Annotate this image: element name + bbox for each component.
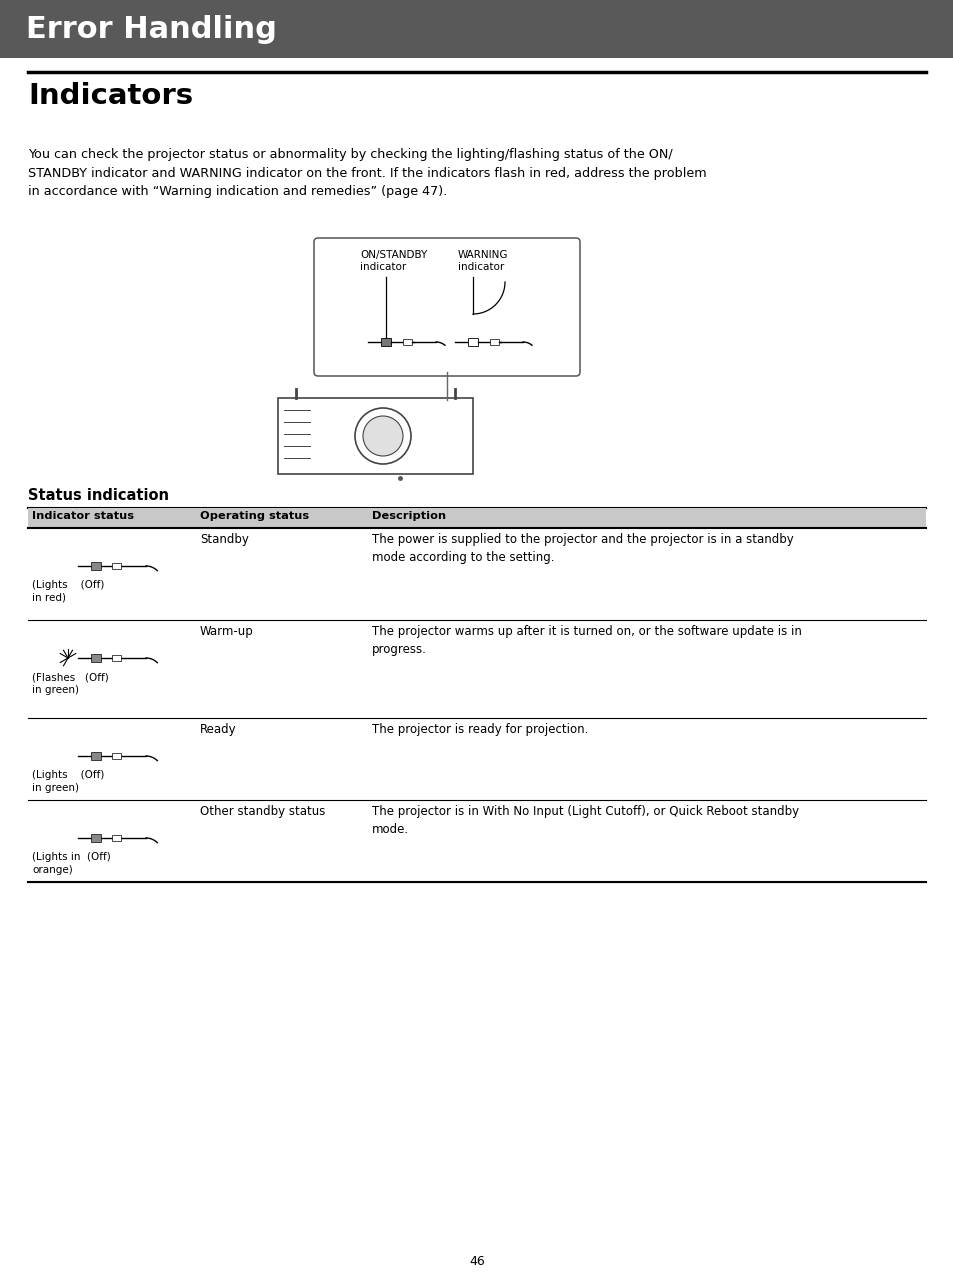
Text: The projector is ready for projection.: The projector is ready for projection. <box>372 724 588 736</box>
Text: Ready: Ready <box>200 724 236 736</box>
Text: (Lights in  (Off): (Lights in (Off) <box>32 852 111 862</box>
Bar <box>0 0 953 59</box>
Bar <box>112 753 121 759</box>
Text: Standby: Standby <box>200 533 249 547</box>
Text: WARNING: WARNING <box>457 250 508 260</box>
Text: You can check the projector status or abnormality by checking the lighting/flash: You can check the projector status or ab… <box>28 148 706 197</box>
Text: Description: Description <box>372 511 446 521</box>
Text: ON/STANDBY: ON/STANDBY <box>359 250 427 260</box>
Bar <box>112 563 121 569</box>
Bar <box>28 508 925 527</box>
Text: orange): orange) <box>32 865 72 875</box>
Bar <box>490 339 498 345</box>
Text: in red): in red) <box>32 592 66 603</box>
Bar <box>112 655 121 661</box>
Text: (Lights    (Off): (Lights (Off) <box>32 769 104 780</box>
Bar <box>402 339 412 345</box>
Text: 46: 46 <box>469 1255 484 1268</box>
Bar <box>91 834 101 842</box>
Text: Warm-up: Warm-up <box>200 626 253 638</box>
Text: The projector is in With No Input (Light Cutoff), or Quick Reboot standby
mode.: The projector is in With No Input (Light… <box>372 805 799 836</box>
FancyBboxPatch shape <box>314 238 579 376</box>
Text: Other standby status: Other standby status <box>200 805 325 818</box>
Text: in green): in green) <box>32 685 79 696</box>
Bar <box>91 562 101 569</box>
Text: Status indication: Status indication <box>28 488 169 503</box>
Text: (Flashes   (Off): (Flashes (Off) <box>32 671 109 682</box>
Text: The projector warms up after it is turned on, or the software update is in
progr: The projector warms up after it is turne… <box>372 626 801 656</box>
Text: Indicators: Indicators <box>28 82 193 110</box>
Text: indicator: indicator <box>359 262 406 273</box>
Bar <box>91 654 101 662</box>
Text: The power is supplied to the projector and the projector is in a standby
mode ac: The power is supplied to the projector a… <box>372 533 793 564</box>
Text: in green): in green) <box>32 784 79 792</box>
Bar <box>277 397 473 474</box>
Text: Operating status: Operating status <box>200 511 309 521</box>
Bar <box>468 338 477 347</box>
Circle shape <box>363 417 402 456</box>
Bar <box>380 338 391 347</box>
Text: (Lights    (Off): (Lights (Off) <box>32 580 104 590</box>
Text: indicator: indicator <box>457 262 504 273</box>
Text: Indicator status: Indicator status <box>32 511 133 521</box>
Circle shape <box>355 408 411 464</box>
Bar <box>91 752 101 761</box>
Bar <box>112 834 121 841</box>
Text: Error Handling: Error Handling <box>26 14 276 43</box>
